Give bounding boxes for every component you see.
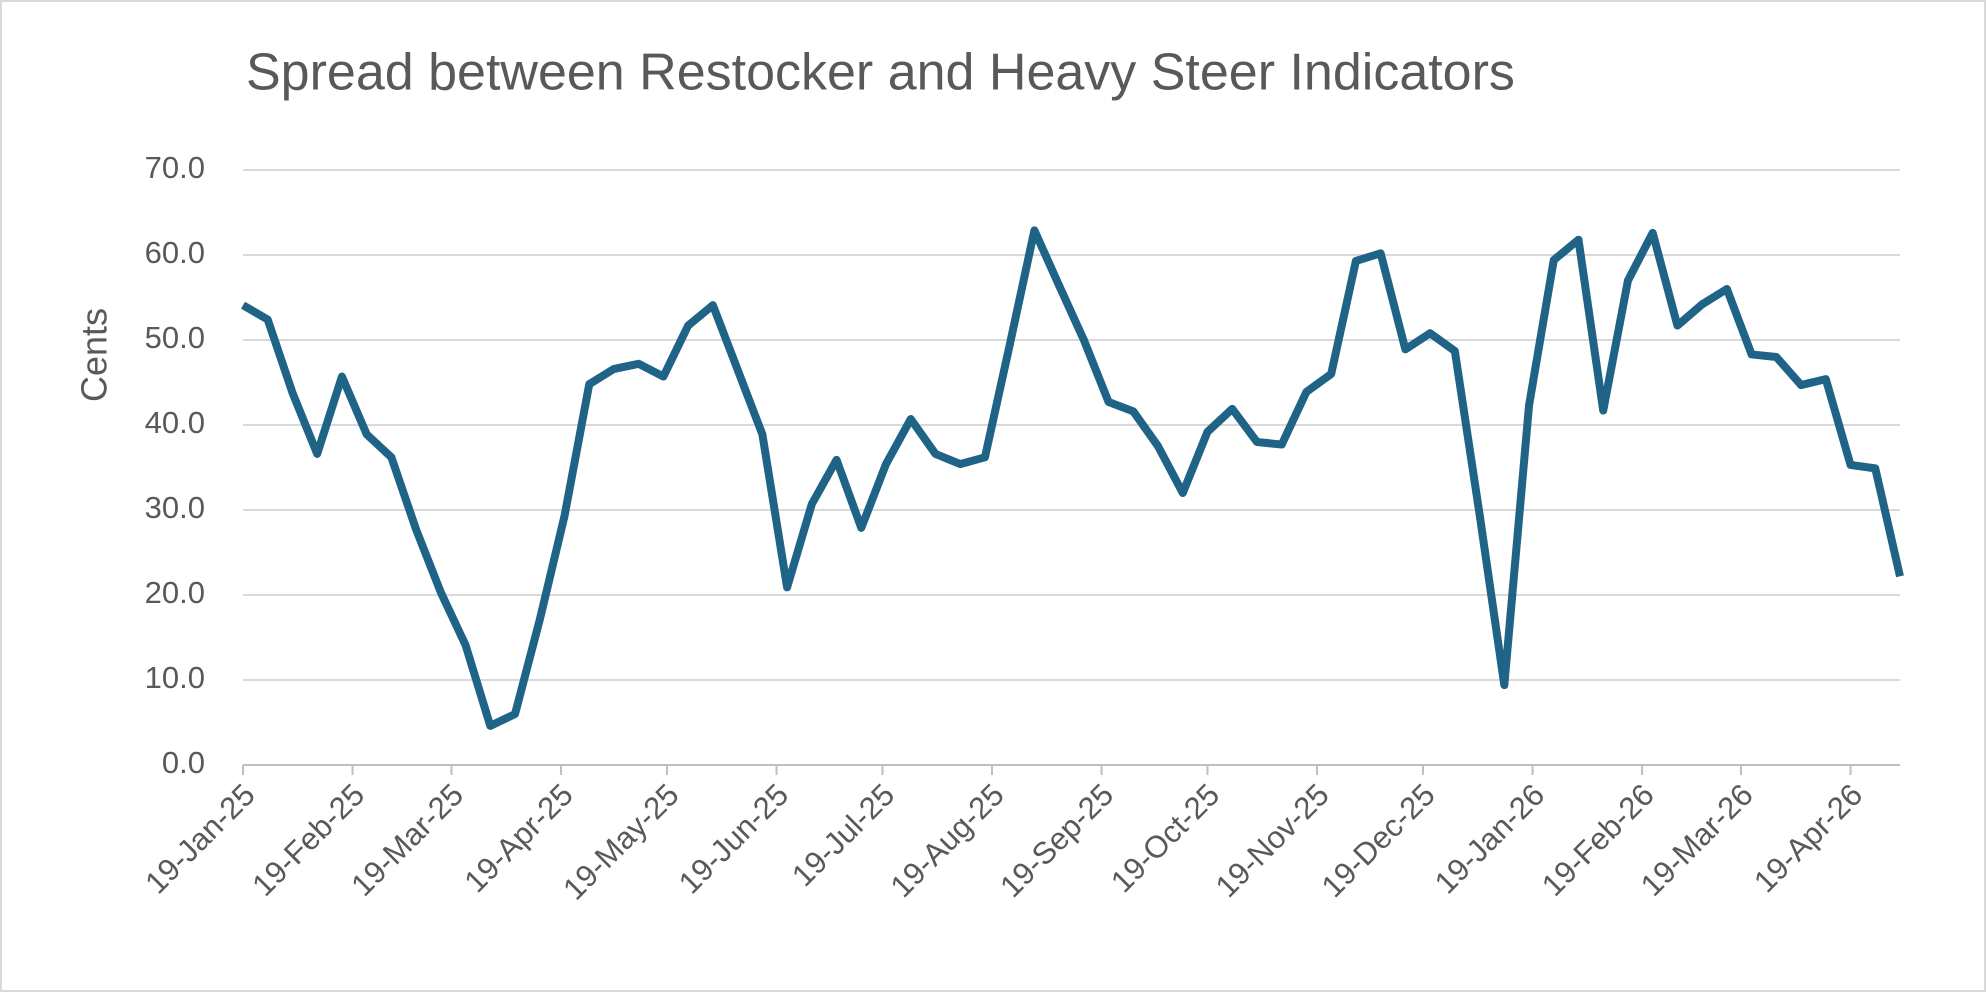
chart-title: Spread between Restocker and Heavy Steer…	[246, 44, 1515, 102]
y-tick-label: 60.0	[145, 235, 205, 270]
y-axis-label: Cents	[74, 308, 115, 402]
y-tick-label: 50.0	[145, 320, 205, 355]
y-tick-label: 40.0	[145, 405, 205, 440]
y-tick-label: 70.0	[145, 150, 205, 185]
y-tick-label: 10.0	[145, 660, 205, 695]
y-tick-label: 0.0	[162, 745, 205, 780]
y-tick-label: 30.0	[145, 490, 205, 525]
y-tick-label: 20.0	[145, 575, 205, 610]
data-line	[240, 226, 1904, 730]
